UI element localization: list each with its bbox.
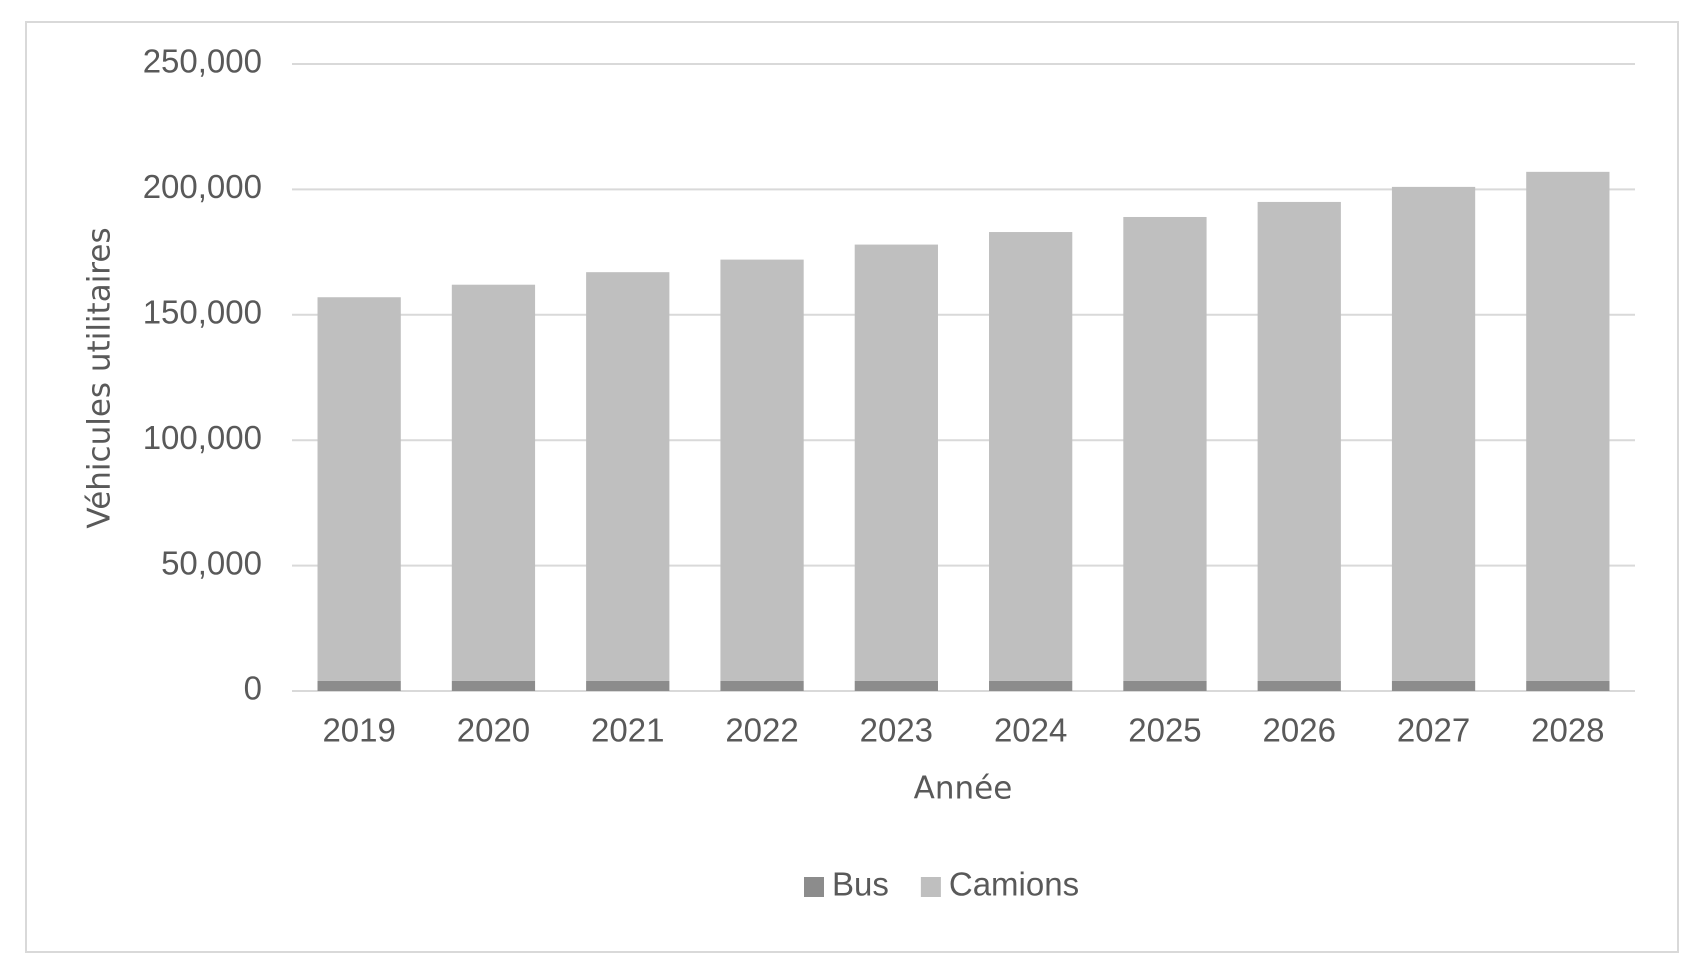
bar-segment [1391,186,1476,681]
bar-segment [1391,680,1476,691]
legend-swatch [920,877,941,897]
x-tick-label: 2023 [860,712,933,749]
y-tick-label: 250,000 [143,43,262,80]
bar-segment [854,680,938,691]
legend-swatch [804,877,824,897]
y-tick-label: 200,000 [143,168,262,205]
legend-label: Bus [832,866,889,903]
x-axis-title: Année [914,771,1013,807]
y-tick-label: 0 [244,670,262,707]
y-tick-label: 100,000 [143,419,262,456]
bar-segment [1526,171,1610,681]
bar-segment [1257,201,1341,681]
x-tick-label: 2026 [1263,712,1336,749]
x-tick-label: 2028 [1531,712,1604,749]
x-tick-label: 2019 [322,712,395,749]
bar-segment [720,259,804,681]
bar-segment [451,284,536,681]
x-tick-label: 2022 [725,712,798,749]
y-tick-label: 50,000 [161,544,262,581]
x-tick-label: 2025 [1128,712,1201,749]
x-tick-label: 2021 [591,712,664,749]
x-tick-label: 2027 [1397,712,1470,749]
y-axis-title: Véhicules utilitaires [82,227,118,528]
bar-segment [720,680,804,691]
bar-segment [989,680,1073,691]
bar-segment [1123,680,1207,691]
bar-segment [989,232,1073,681]
bar-segment [1123,216,1207,681]
bar-segment [854,244,938,681]
x-tick-label: 2024 [994,712,1067,749]
y-tick-label: 150,000 [143,294,262,331]
bar-segment [586,680,670,691]
x-tick-label: 2020 [457,712,530,749]
bar-segment [1257,680,1341,691]
bar-segment [1526,680,1610,691]
bar-segment [586,272,670,681]
bar-segment [317,680,401,691]
bar-segment [451,680,536,691]
bar-segment [317,297,401,681]
legend-label: Camions [949,866,1079,903]
